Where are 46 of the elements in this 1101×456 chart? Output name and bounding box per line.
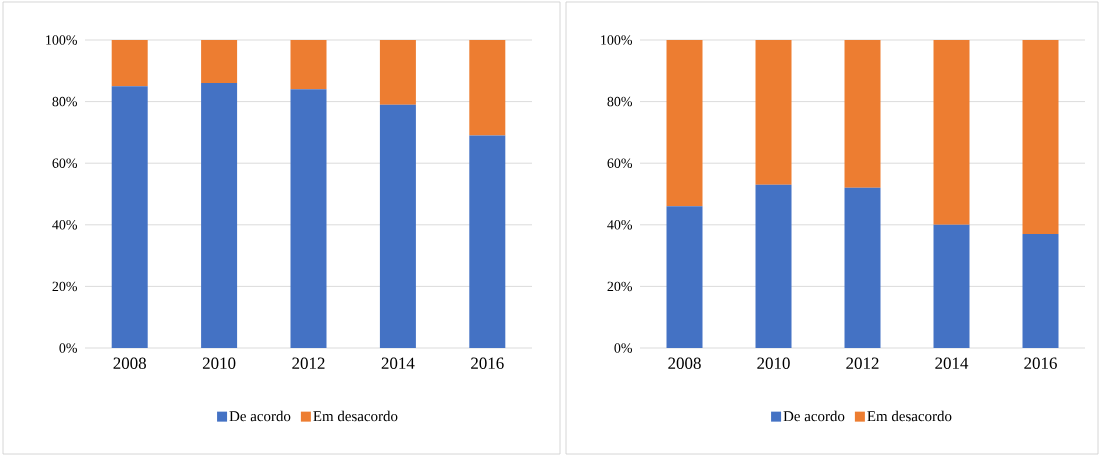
y-tick-label: 60% [607,158,633,168]
bar [1022,234,1059,348]
y-tick-label: 80% [52,96,77,107]
legend-label: De acordo [229,410,291,422]
bar [379,40,416,105]
bar [933,224,970,348]
x-tick-label: 2010 [202,357,236,369]
y-tick-label: 40% [607,220,633,230]
x-tick-label: 2016 [471,357,504,369]
x-tick-label: 2014 [935,357,969,369]
bar [290,89,327,348]
x-tick-label: 2012 [846,357,879,369]
y-tick-label: 0% [59,343,77,353]
bar [469,40,506,136]
bar [666,40,703,207]
bar [111,86,148,348]
x-tick-label: 2016 [1024,357,1057,369]
legend-label: Em desacordo [313,410,398,422]
bar [379,104,416,348]
y-tick-label: 80% [607,96,633,107]
y-tick-label: 100% [46,35,77,45]
x-tick-label: 2008 [668,357,701,369]
bar [201,83,238,348]
y-tick-label: 40% [52,220,77,230]
y-tick-label: 20% [52,281,77,292]
y-tick-label: 0% [614,343,633,353]
bar [201,40,238,84]
bar [844,40,881,188]
x-tick-label: 2008 [113,357,146,369]
y-tick-label: 20% [607,281,633,292]
y-tick-label: 100% [601,35,633,45]
x-tick-label: 2014 [381,357,415,369]
bar [469,135,506,348]
bar [666,206,703,348]
legend-label: Em desacordo [867,410,952,422]
bar [1022,40,1059,235]
bar [111,40,148,87]
bar [755,184,792,348]
bar [844,187,881,348]
bar [933,40,970,225]
bar [755,40,792,185]
y-tick-label: 60% [52,158,77,168]
bar [290,40,327,90]
legend-label: De acordo [783,410,845,422]
x-tick-label: 2012 [292,357,325,369]
x-tick-label: 2010 [757,357,790,369]
